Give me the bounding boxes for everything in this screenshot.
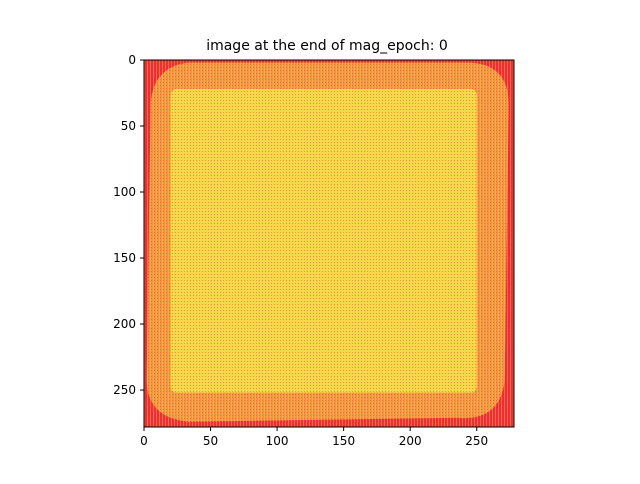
x-tick-label: 250 (465, 434, 488, 448)
x-tick-label: 50 (203, 434, 218, 448)
chart-title: image at the end of mag_epoch: 0 (206, 38, 448, 54)
y-tick-label: 100 (113, 185, 136, 199)
y-tick-label: 0 (128, 53, 136, 67)
x-tick-label: 200 (399, 434, 422, 448)
plot-area (144, 60, 514, 427)
y-tick-label: 250 (113, 383, 136, 397)
x-tick-label: 150 (332, 434, 355, 448)
x-tick-label: 100 (266, 434, 289, 448)
y-tick-label: 200 (113, 317, 136, 331)
plot-frame (143, 59, 515, 428)
y-axis: 0 50 100 150 200 250 (113, 53, 144, 397)
y-tick-label: 150 (113, 251, 136, 265)
x-tick-label: 0 (140, 434, 148, 448)
heatmap-inner-square (170, 89, 477, 393)
y-tick-label: 50 (121, 119, 136, 133)
x-axis: 0 50 100 150 200 250 (140, 427, 488, 448)
